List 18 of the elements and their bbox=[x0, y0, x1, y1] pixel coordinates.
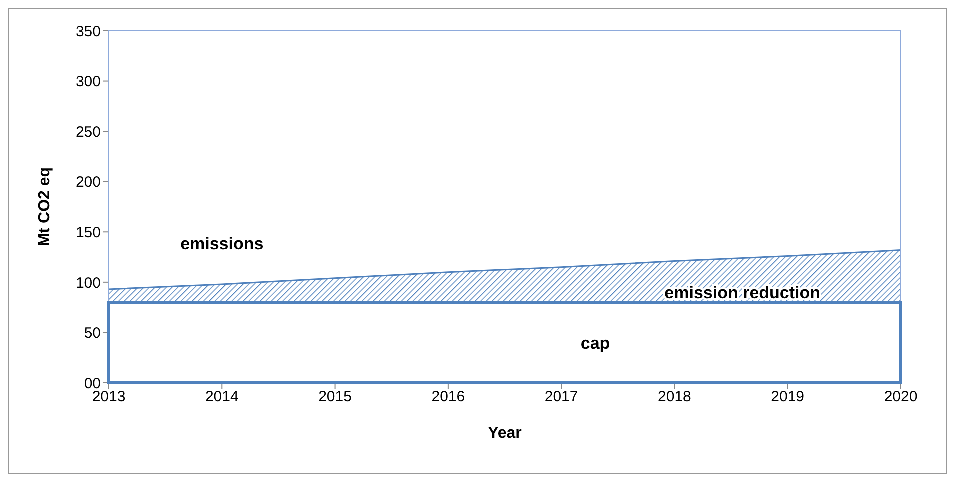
x-tick-label: 2015 bbox=[318, 388, 352, 406]
x-tick-label: 2017 bbox=[544, 388, 578, 406]
y-tick-label: 350 bbox=[76, 23, 101, 40]
x-tick-label: 2019 bbox=[771, 388, 805, 406]
y-axis-title: Mt CO2 eq bbox=[36, 167, 54, 247]
series-label: cap bbox=[580, 334, 610, 353]
x-tick-label: 2020 bbox=[884, 388, 918, 406]
x-axis-title: Year bbox=[488, 425, 522, 442]
x-tick-label: 2014 bbox=[205, 388, 239, 406]
y-tick-label: 250 bbox=[76, 124, 101, 141]
x-tick-label: 2018 bbox=[658, 388, 692, 406]
y-tick-label: 200 bbox=[76, 174, 101, 192]
y-tick-label: 100 bbox=[76, 274, 101, 292]
y-tick-label: 50 bbox=[84, 325, 101, 342]
y-tick-label: 300 bbox=[76, 74, 101, 91]
x-tick-label: 2016 bbox=[432, 388, 466, 406]
series-label: emissions bbox=[180, 234, 264, 254]
y-tick-label: 150 bbox=[76, 224, 101, 242]
